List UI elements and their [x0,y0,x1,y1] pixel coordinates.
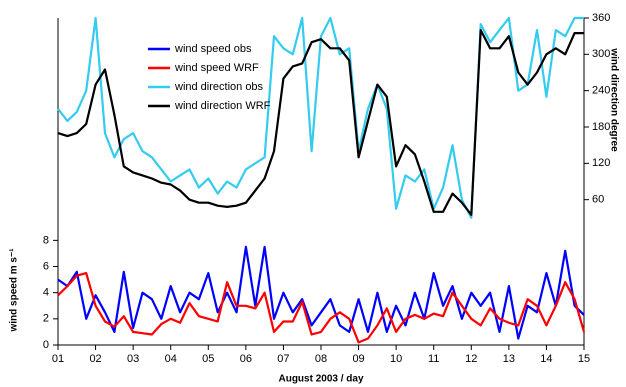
y-tick-label: 8 [43,234,49,246]
x-tick-label: 12 [465,353,477,365]
x-tick-label: 07 [277,353,289,365]
series-line [57,272,586,344]
y2-tick-label: 60 [592,194,604,206]
x-tick-label: 04 [165,353,177,365]
y2-tick-label: 360 [592,12,610,24]
x-tick-label: 13 [503,353,515,365]
y-tick-label: 2 [43,313,49,325]
series-line [57,245,585,340]
legend-label: wind direction WRF [174,100,271,112]
y2-tick-label: 240 [592,85,610,97]
legend-label: wind direction obs [174,81,264,93]
y-tick-label: 0 [43,339,49,351]
y-tick-label: 4 [43,287,49,299]
x-tick-label: 08 [315,353,327,365]
x-tick-label: 11 [428,353,439,365]
legend-label: wind speed obs [174,43,252,55]
x-tick-label: 15 [578,353,590,365]
x-axis-label: August 2003 / day [278,374,363,385]
y2-tick-label: 180 [592,121,610,133]
y2-tick-label: 300 [592,48,610,60]
x-tick-label: 03 [127,353,139,365]
legend-label: wind speed WRF [174,62,259,74]
series-line [57,29,584,216]
y2-axis-label: wind direction degree [608,47,619,152]
x-tick-label: 06 [240,353,252,365]
y-axis-label: wind speed m s⁻¹ [9,248,20,333]
series-line [57,16,584,219]
x-tick-label: 10 [390,353,402,365]
x-tick-label: 05 [202,353,214,365]
x-tick-label: 09 [352,353,364,365]
y-tick-label: 6 [43,260,49,272]
x-tick-label: 01 [52,353,64,365]
x-tick-label: 02 [89,353,101,365]
x-tick-label: 14 [540,353,552,365]
y2-tick-label: 120 [592,157,610,169]
